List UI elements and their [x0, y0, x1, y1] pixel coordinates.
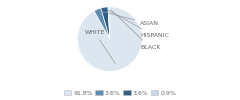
- Wedge shape: [101, 7, 110, 39]
- Text: ASIAN: ASIAN: [100, 11, 159, 26]
- Wedge shape: [94, 8, 110, 39]
- Wedge shape: [108, 7, 110, 39]
- Text: WHITE: WHITE: [84, 30, 115, 63]
- Legend: 91.8%, 3.6%, 3.6%, 0.9%: 91.8%, 3.6%, 3.6%, 0.9%: [63, 89, 177, 97]
- Text: HISPANIC: HISPANIC: [107, 10, 169, 38]
- Wedge shape: [78, 7, 142, 71]
- Text: BLACK: BLACK: [111, 10, 161, 50]
